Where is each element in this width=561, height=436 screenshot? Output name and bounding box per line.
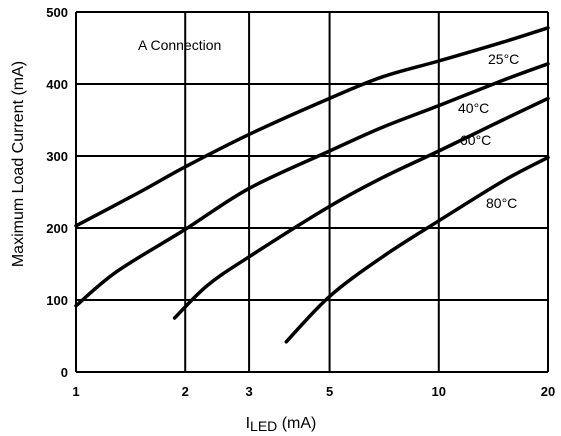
y-tick-label: 100 (46, 293, 68, 308)
x-axis-label-subscript: LED (250, 418, 277, 434)
x-axis-label-suffix: (mA) (277, 415, 316, 432)
y-tick-label: 200 (46, 221, 68, 236)
x-tick-label: 5 (326, 384, 333, 399)
series-label: 80°C (486, 195, 517, 211)
series-curves (74, 26, 550, 344)
series-label: 40°C (458, 100, 489, 116)
series-labels: 25°C 40°C 60°C 80°C (458, 51, 519, 211)
annotation: A Connection (138, 37, 221, 53)
x-tick-label: 10 (432, 384, 446, 399)
series-line-80C (284, 155, 550, 344)
y-tick-label: 400 (46, 77, 68, 92)
x-tick-label: 1 (72, 384, 79, 399)
x-tick-label: 3 (245, 384, 252, 399)
x-tick-label: 2 (182, 384, 189, 399)
grid (75, 11, 549, 373)
series-line-60C (172, 96, 550, 320)
y-tick-labels: 0 100 200 300 400 500 (46, 5, 68, 380)
y-axis-label: Maximum Load Current (mA) (10, 61, 27, 267)
x-tick-label: 20 (541, 384, 555, 399)
series-line-25C (74, 26, 550, 228)
x-tick-labels: 1 2 3 5 10 20 (72, 384, 555, 399)
y-tick-label: 500 (46, 5, 68, 20)
series-label: 25°C (488, 51, 519, 67)
y-tick-label: 300 (46, 149, 68, 164)
x-axis-label: ILED (mA) (246, 415, 317, 434)
y-tick-label: 0 (61, 365, 68, 380)
series-label: 60°C (460, 132, 491, 148)
x-axis-label-prefix: I (246, 415, 250, 432)
series-line-40C (74, 62, 550, 308)
